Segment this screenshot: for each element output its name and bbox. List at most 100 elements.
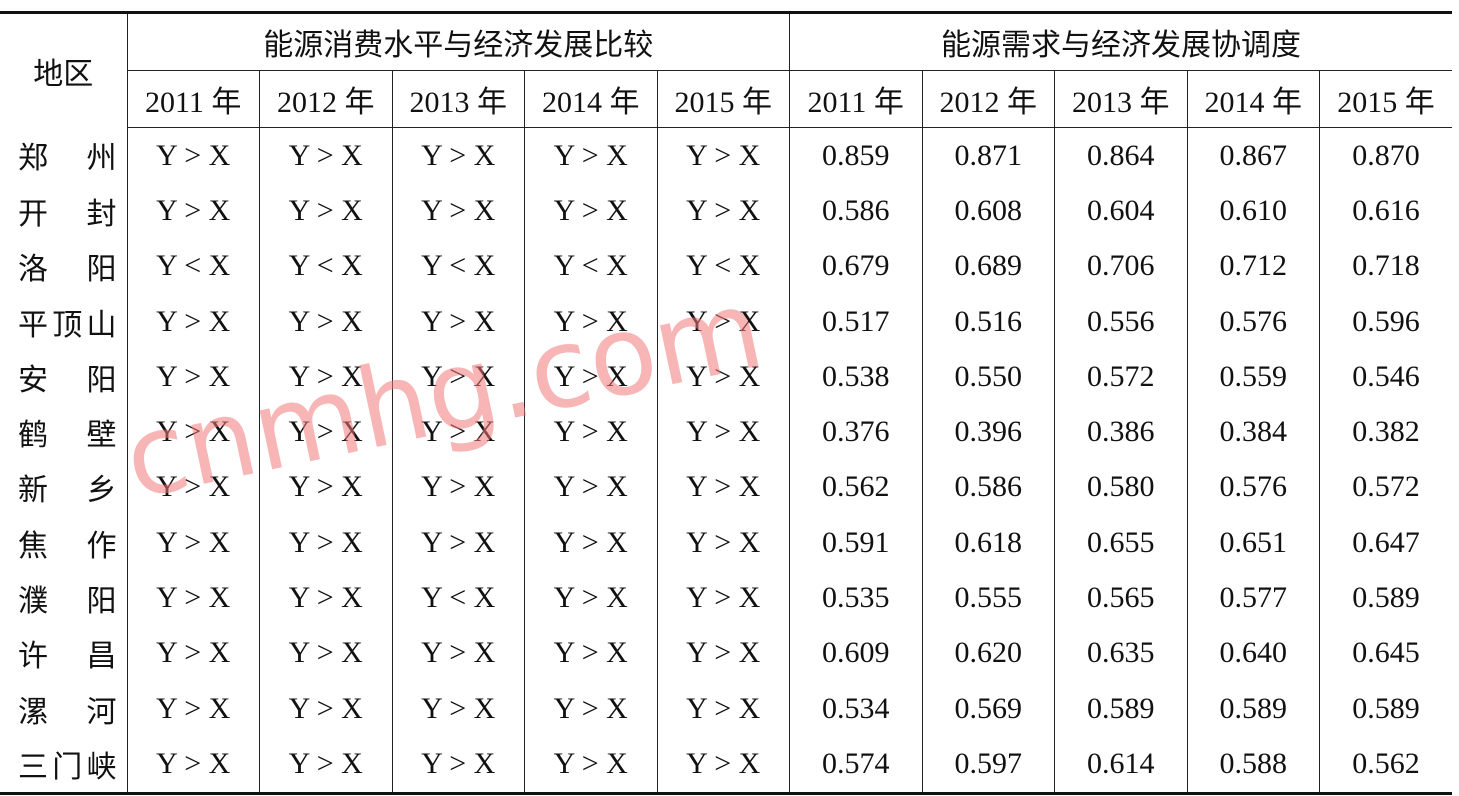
- region-cell: 安阳: [18, 363, 117, 397]
- data-table: 地区 能源消费水平与经济发展比较 能源需求与经济发展协调度 2011 年 2012…: [0, 11, 1452, 795]
- data-cell: Y > X: [126, 293, 260, 350]
- data-cell: 0.655: [1054, 515, 1187, 571]
- data-cell: 0.577: [1186, 570, 1320, 626]
- data-cell: Y > X: [524, 625, 657, 681]
- region-cell: 鹤壁: [18, 419, 117, 453]
- region-cell: 濮阳: [18, 585, 117, 619]
- data-cell: 0.859: [789, 127, 922, 184]
- data-cell: 0.562: [789, 459, 922, 516]
- header-cell: 能源需求与经济发展协调度: [789, 11, 1452, 71]
- header-cell: 2011 年: [126, 70, 260, 128]
- data-cell: 0.546: [1319, 349, 1452, 405]
- data-cell: 0.538: [789, 349, 922, 405]
- region-cell: 焦作: [18, 529, 117, 563]
- header-cell: 2014 年: [524, 70, 657, 128]
- data-cell: Y > X: [126, 736, 260, 795]
- data-cell: 0.555: [921, 570, 1055, 626]
- data-cell: 0.572: [1319, 459, 1452, 516]
- data-cell: 0.870: [1319, 127, 1452, 184]
- data-cell: 0.534: [789, 680, 922, 737]
- header-cell: 2012 年: [921, 70, 1055, 128]
- data-cell: Y > X: [656, 183, 790, 239]
- data-cell: 0.591: [789, 515, 922, 571]
- data-cell: Y > X: [126, 349, 260, 405]
- region-cell: 开封: [18, 197, 117, 231]
- region-cell: 郑州: [18, 142, 117, 176]
- data-cell: Y > X: [259, 183, 392, 239]
- data-cell: 0.589: [1319, 570, 1452, 626]
- data-cell: 0.572: [1054, 349, 1187, 405]
- data-cell: 0.620: [921, 625, 1055, 681]
- header-cell: 2015 年: [656, 70, 790, 128]
- data-cell: Y > X: [126, 625, 260, 681]
- data-cell: 0.384: [1186, 404, 1320, 460]
- data-cell: 0.689: [921, 238, 1055, 294]
- data-cell: 0.640: [1186, 625, 1320, 681]
- data-cell: 0.647: [1319, 515, 1452, 571]
- data-cell: 0.618: [921, 515, 1055, 571]
- data-cell: Y > X: [259, 625, 392, 681]
- data-cell: Y > X: [391, 736, 525, 795]
- data-cell: Y > X: [259, 570, 392, 626]
- data-cell: Y > X: [126, 404, 260, 460]
- data-cell: Y > X: [391, 349, 525, 405]
- header-cell: 能源消费水平与经济发展比较: [126, 11, 790, 71]
- data-cell: 0.597: [921, 736, 1055, 795]
- data-cell: Y > X: [524, 680, 657, 737]
- data-cell: Y > X: [126, 680, 260, 737]
- data-cell: 0.706: [1054, 238, 1187, 294]
- data-cell: 0.645: [1319, 625, 1452, 681]
- data-cell: Y < X: [126, 238, 260, 294]
- data-cell: 0.586: [921, 459, 1055, 516]
- data-cell: Y > X: [391, 127, 525, 184]
- data-cell: 0.864: [1054, 127, 1187, 184]
- data-cell: Y > X: [391, 625, 525, 681]
- data-cell: 0.604: [1054, 183, 1187, 239]
- data-cell: Y > X: [391, 515, 525, 571]
- data-cell: Y > X: [391, 404, 525, 460]
- data-cell: 0.589: [1054, 680, 1187, 737]
- data-cell: Y > X: [656, 127, 790, 184]
- data-cell: 0.576: [1186, 293, 1320, 350]
- data-cell: 0.517: [789, 293, 922, 350]
- data-cell: Y > X: [656, 404, 790, 460]
- data-cell: Y > X: [656, 515, 790, 571]
- data-cell: Y > X: [656, 736, 790, 795]
- data-cell: 0.596: [1319, 293, 1452, 350]
- data-cell: Y > X: [259, 459, 392, 516]
- data-cell: 0.867: [1186, 127, 1320, 184]
- data-cell: Y > X: [126, 570, 260, 626]
- data-cell: Y > X: [259, 404, 392, 460]
- data-cell: 0.386: [1054, 404, 1187, 460]
- data-cell: 0.559: [1186, 349, 1320, 405]
- data-cell: 0.376: [789, 404, 922, 460]
- data-cell: 0.580: [1054, 459, 1187, 516]
- header-row: 2011 年 2012 年 2013 年 2014 年 2015 年 2011 年 2012…: [0, 70, 1452, 128]
- data-cell: Y > X: [126, 515, 260, 571]
- data-cell: Y < X: [524, 238, 657, 294]
- data-cell: 0.608: [921, 183, 1055, 239]
- data-cell: Y > X: [656, 459, 790, 516]
- header-row: 地区 能源消费水平与经济发展比较 能源需求与经济发展协调度: [0, 11, 1452, 128]
- data-cell: 0.609: [789, 625, 922, 681]
- data-cell: 0.569: [921, 680, 1055, 737]
- data-cell: Y > X: [259, 515, 392, 571]
- data-cell: Y > X: [524, 127, 657, 184]
- data-cell: 0.871: [921, 127, 1055, 184]
- data-cell: Y > X: [391, 680, 525, 737]
- data-cell: 0.616: [1319, 183, 1452, 239]
- data-cell: 0.535: [789, 570, 922, 626]
- data-cell: Y > X: [524, 293, 657, 350]
- region-cell: 漯河: [18, 695, 117, 729]
- data-cell: Y > X: [259, 293, 392, 350]
- header-cell: 地区: [0, 11, 127, 128]
- data-cell: 0.635: [1054, 625, 1187, 681]
